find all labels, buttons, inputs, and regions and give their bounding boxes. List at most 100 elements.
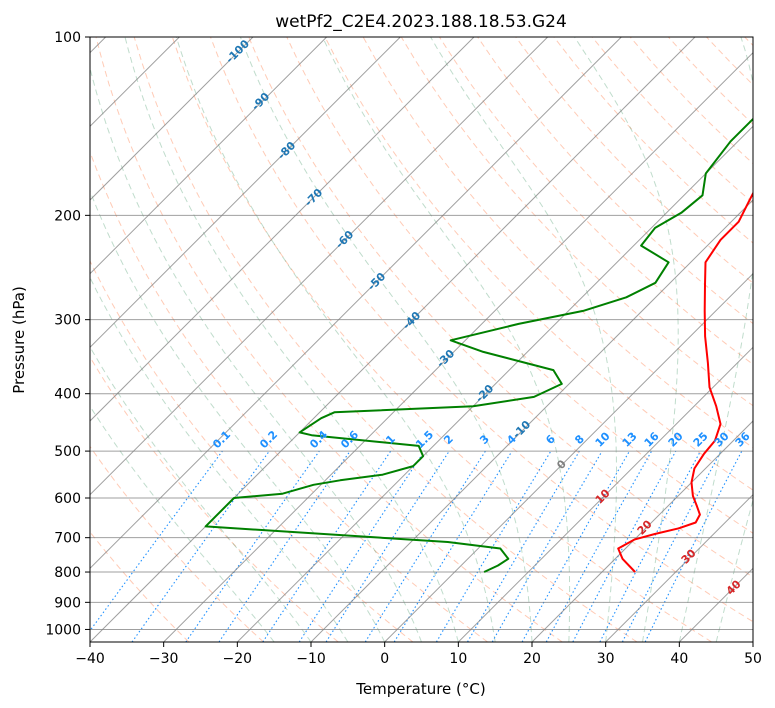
mixing-ratio-line bbox=[90, 450, 223, 632]
mixing-ratio-label: 1.5 bbox=[413, 428, 436, 451]
x-tick-label: −10 bbox=[296, 651, 326, 667]
dry-adiabat-line bbox=[171, 37, 712, 642]
x-tick-label: −20 bbox=[223, 651, 253, 667]
mixing-ratio-line bbox=[262, 450, 392, 642]
dry-adiabat-line bbox=[515, 37, 753, 284]
dry-adiabat-line bbox=[324, 37, 753, 491]
y-axis-title: Pressure (hPa) bbox=[10, 286, 28, 394]
y-tick-label: 700 bbox=[54, 531, 81, 547]
moist-adiabat-line bbox=[430, 37, 617, 642]
isotherm-line bbox=[90, 37, 696, 642]
moist-adiabat-line bbox=[678, 37, 753, 642]
mixing-ratio-line bbox=[644, 450, 743, 642]
dry-adiabat-line bbox=[90, 150, 488, 642]
x-axis-title: Temperature (°C) bbox=[355, 680, 485, 698]
series-layer bbox=[204, 117, 753, 573]
y-tick-label: 200 bbox=[54, 208, 81, 224]
y-tick-label: 100 bbox=[54, 30, 81, 46]
moist-adiabat-line bbox=[124, 37, 459, 642]
mixing-ratio-line bbox=[599, 450, 701, 642]
mixing-ratio-label: 0.2 bbox=[257, 428, 280, 451]
mixing-ratio-label: 0.1 bbox=[210, 428, 233, 451]
tick-layer: −40 −30 −20 −10 0 10 20 30 40 5010020030040050060… bbox=[45, 30, 762, 667]
mixing-ratio-line bbox=[545, 450, 653, 642]
isotherm-line bbox=[310, 199, 753, 642]
mixing-ratio-label: 13 bbox=[620, 430, 640, 450]
x-tick-label: −40 bbox=[75, 651, 105, 667]
isotherm-line bbox=[90, 37, 328, 275]
moist-adiabat-line bbox=[175, 37, 496, 642]
dry-adiabat-line bbox=[248, 37, 753, 578]
mixing-ratio-line bbox=[131, 450, 270, 642]
mixing-ratio-label: 3 bbox=[477, 432, 492, 447]
moist-adiabat-line bbox=[90, 405, 275, 642]
mixing-ratio-label: 8 bbox=[572, 432, 587, 447]
isotherm-line bbox=[457, 346, 753, 642]
moist-adiabat-line bbox=[90, 65, 422, 642]
y-tick-label: 900 bbox=[54, 595, 81, 611]
moist-adiabat-line bbox=[90, 276, 349, 642]
isotherm-line bbox=[90, 37, 254, 201]
dry-adiabat-line bbox=[553, 37, 753, 244]
dry-adiabat-label: 10 bbox=[593, 486, 613, 506]
dry-adiabat-line bbox=[90, 356, 339, 642]
dry-adiabat-line bbox=[95, 37, 563, 642]
dry-adiabat-line bbox=[286, 37, 753, 534]
grid-layer bbox=[90, 37, 753, 642]
mixing-ratio-label: 10 bbox=[593, 429, 613, 449]
x-tick-label: 10 bbox=[449, 651, 467, 667]
mixing-ratio-line bbox=[435, 450, 552, 642]
mixing-ratio-label: 0.4 bbox=[307, 428, 330, 451]
chart-title: wetPf2_C2E4.2023.188.18.53.G24 bbox=[275, 12, 567, 32]
isotherm-line bbox=[90, 37, 622, 570]
x-tick-label: 20 bbox=[523, 651, 541, 667]
dewpoint-profile-line bbox=[204, 117, 753, 573]
isotherm-line bbox=[605, 493, 753, 642]
x-tick-label: 0 bbox=[380, 651, 389, 667]
y-tick-label: 800 bbox=[54, 565, 81, 581]
moist-adiabat-label: -20 bbox=[473, 382, 496, 405]
y-tick-label: 600 bbox=[54, 491, 81, 507]
dry-adiabat-line bbox=[90, 259, 414, 642]
mixing-ratio-line bbox=[393, 450, 513, 642]
mixing-ratio-line bbox=[298, 450, 425, 642]
isotherm-line bbox=[236, 125, 753, 642]
moist-adiabat-line bbox=[90, 189, 386, 642]
mixing-ratio-label: 30 bbox=[712, 429, 732, 449]
x-tick-label: 50 bbox=[744, 651, 762, 667]
dry-adiabat-line bbox=[90, 531, 190, 642]
isotherm-line bbox=[90, 37, 549, 496]
mixing-ratio-line bbox=[364, 450, 486, 642]
moist-adiabat-label: -90 bbox=[249, 90, 272, 113]
y-tick-label: 500 bbox=[54, 444, 81, 460]
y-tick-label: 400 bbox=[54, 387, 81, 403]
moist-adiabat-label: -30 bbox=[434, 347, 457, 370]
y-tick-label: 300 bbox=[54, 313, 81, 329]
y-tick-label: 1000 bbox=[45, 622, 81, 638]
moist-adiabat-line bbox=[574, 37, 679, 642]
mixing-ratio-label: 36 bbox=[733, 429, 753, 449]
mixing-ratio-label: 20 bbox=[666, 429, 686, 449]
mixing-ratio-line bbox=[325, 450, 450, 642]
mixing-ratio-line bbox=[218, 450, 351, 642]
mixing-ratio-line bbox=[521, 450, 630, 642]
plot-frame bbox=[89, 36, 754, 643]
moist-adiabat-line bbox=[715, 498, 753, 642]
dry-adiabat-line bbox=[90, 445, 264, 642]
mixing-ratio-label: 16 bbox=[642, 429, 662, 449]
x-tick-label: 30 bbox=[597, 651, 615, 667]
isotherm-line bbox=[90, 37, 401, 349]
mixing-ratio-label: 6 bbox=[543, 432, 558, 447]
dry-adiabat-line bbox=[133, 37, 638, 642]
moist-adiabat-line bbox=[239, 37, 533, 642]
mixing-ratio-label: 25 bbox=[691, 430, 711, 450]
isotherm-line bbox=[752, 641, 753, 642]
x-tick-label: 40 bbox=[670, 651, 688, 667]
isotherm-line bbox=[384, 272, 753, 642]
mixing-ratio-line bbox=[572, 450, 677, 642]
mixing-ratio-label: 2 bbox=[441, 432, 456, 447]
temperature-profile-line bbox=[617, 191, 753, 573]
moist-adiabat-line bbox=[90, 345, 312, 642]
isotherm-line bbox=[163, 51, 753, 642]
dry-adiabat-line bbox=[706, 37, 753, 86]
